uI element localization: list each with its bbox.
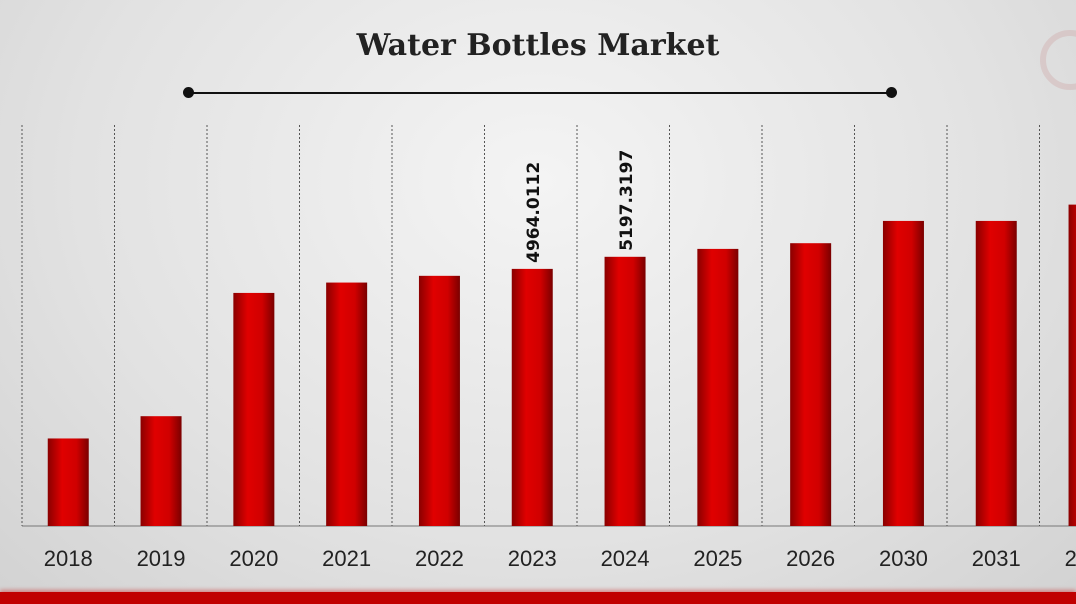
bar-2022 [418, 275, 460, 526]
bar-2019 [140, 416, 182, 526]
bar-2031 [975, 220, 1017, 526]
x-tick-label: 2025 [693, 546, 742, 571]
x-tick-label: 2031 [972, 546, 1021, 571]
underline-dot-right [886, 87, 897, 98]
x-tick-label: 2030 [879, 546, 928, 571]
x-tick-label: 2024 [601, 546, 650, 571]
bar-2030 [882, 220, 924, 526]
bar-2032 [1068, 204, 1076, 526]
x-tick-label: 2020 [229, 546, 278, 571]
bar-2024 [604, 256, 646, 526]
chart-title: Water Bottles Market [356, 28, 720, 63]
data-label-2023: 4964.0112 [524, 162, 544, 263]
bar-2021 [326, 282, 368, 526]
bar-2025 [697, 248, 739, 526]
x-tick-label: 2018 [44, 546, 93, 571]
x-tick-label: 2021 [322, 546, 371, 571]
bar-2018 [47, 438, 89, 526]
bar-2023 [511, 268, 553, 526]
brand-logo [1040, 30, 1076, 90]
x-tick-label: 2026 [786, 546, 835, 571]
footer-bar [0, 592, 1076, 604]
x-tick-label: 2019 [137, 546, 186, 571]
data-label-2024: 5197.3197 [617, 150, 637, 251]
bar-2020 [233, 292, 275, 526]
x-tick-label: 2032 [1065, 546, 1076, 571]
bar-2026 [790, 243, 832, 526]
title-underline [188, 92, 892, 94]
underline-dot-left [183, 87, 194, 98]
x-tick-label: 2022 [415, 546, 464, 571]
x-tick-label: 2023 [508, 546, 557, 571]
